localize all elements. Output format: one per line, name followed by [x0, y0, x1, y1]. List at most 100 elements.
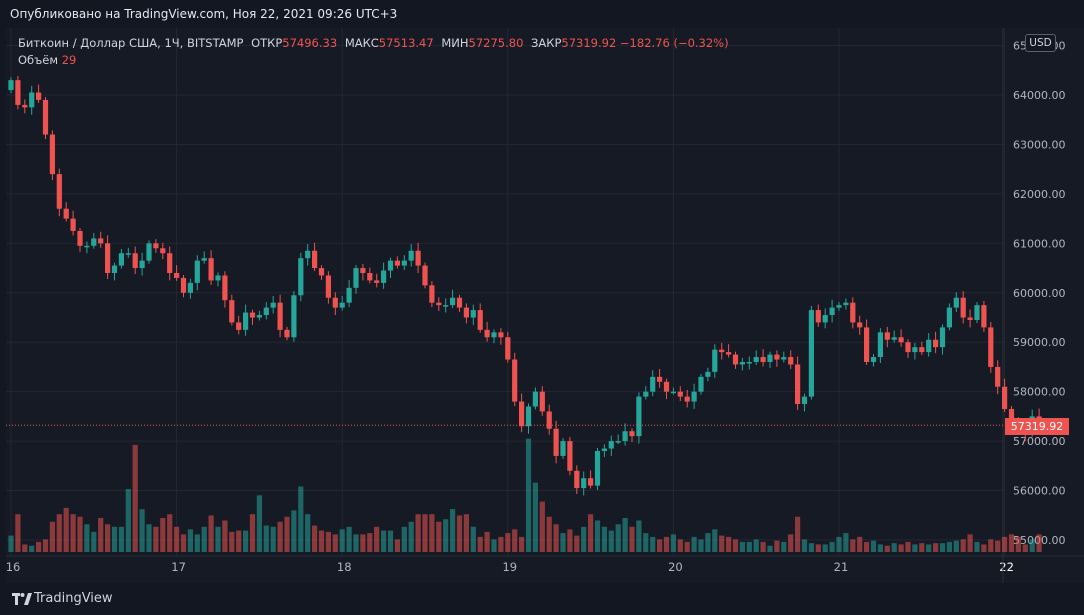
volume-bar [525, 438, 532, 552]
footer-brand[interactable]: TradingView [34, 591, 113, 606]
candle-body [353, 268, 359, 288]
currency-button[interactable]: USD [1025, 34, 1056, 52]
candle-body [22, 104, 28, 108]
candle-body [919, 347, 925, 353]
volume-bar [1008, 534, 1015, 552]
candle-body [891, 337, 897, 340]
candle-body [284, 329, 290, 338]
volume-bar [546, 516, 552, 552]
volume-bar [470, 526, 476, 552]
volume-bar [201, 526, 207, 552]
candle-body [84, 245, 90, 248]
volume-bar [291, 510, 297, 552]
tradingview-logo-icon[interactable] [12, 592, 32, 606]
candle-body [560, 441, 566, 456]
candle-body [788, 357, 794, 365]
chart-background [6, 28, 1084, 583]
candle-body [953, 297, 959, 308]
volume-bar [939, 543, 946, 552]
legend-volume-label: Объём [18, 53, 59, 67]
candle-body [249, 312, 256, 318]
volume-bar [512, 529, 518, 552]
candle-body [56, 174, 62, 209]
volume-bar [760, 541, 766, 552]
volume-bar [415, 514, 421, 552]
volume-bar [174, 526, 180, 552]
volume-bar [974, 541, 980, 552]
volume-bar [808, 543, 814, 552]
candle-body [698, 376, 704, 392]
y-tick-label: 61000.00 [1013, 237, 1066, 250]
candle-body [857, 322, 863, 328]
y-tick-label: 64000.00 [1013, 89, 1066, 102]
candle-body [180, 277, 187, 293]
x-tick-label: 18 [337, 560, 352, 574]
candle-body [298, 258, 304, 296]
candle-body [291, 295, 297, 338]
volume-bar [236, 530, 242, 552]
volume-bar [981, 544, 987, 552]
volume-bar [463, 514, 469, 552]
chart-area[interactable]: 55000.0056000.0057000.0058000.0059000.00… [6, 28, 1084, 583]
candle-body [415, 250, 421, 266]
candle-body [167, 253, 173, 273]
volume-bar [70, 514, 76, 552]
volume-bar [726, 536, 732, 552]
candle-body [808, 310, 814, 397]
price-chart[interactable]: 55000.0056000.0057000.0058000.0059000.00… [6, 28, 1084, 583]
candle-body [539, 391, 545, 412]
volume-bar [795, 516, 801, 552]
legend-volume-row: Объём 29 [18, 52, 729, 69]
volume-bar [91, 531, 97, 552]
volume-bar [298, 486, 304, 552]
x-tick-label: 20 [668, 560, 683, 574]
volume-bar [746, 541, 752, 552]
candle-body [49, 134, 55, 175]
candle-body [974, 305, 980, 320]
candle-body [339, 302, 345, 308]
volume-bar [588, 514, 594, 552]
candle-body [567, 441, 573, 471]
candle-body [946, 307, 952, 328]
volume-bar [891, 543, 897, 552]
candle-body [105, 243, 111, 273]
volume-bar [532, 482, 538, 552]
volume-bar [774, 540, 780, 552]
volume-bar [601, 526, 607, 552]
candle-body [215, 275, 221, 281]
candle-body [877, 332, 883, 358]
last-price-badge: 57319.92 [1005, 418, 1069, 435]
candle-body [436, 302, 442, 306]
candle-body [960, 297, 966, 318]
candle-body [884, 332, 890, 340]
candle-body [450, 297, 456, 306]
legend-volume-value: 29 [61, 53, 77, 67]
y-tick-label: 59000.00 [1013, 336, 1066, 349]
candle-body [801, 396, 808, 405]
volume-bar [243, 530, 249, 552]
legend-close-value: 57319.92 [561, 36, 617, 50]
volume-bar [767, 545, 773, 552]
volume-bar [194, 534, 200, 552]
volume-bar [850, 539, 856, 552]
candle-body [91, 238, 97, 246]
volume-bar [560, 533, 566, 552]
volume-bar [815, 544, 821, 552]
candle-body [332, 297, 338, 308]
candle-body [574, 470, 580, 489]
published-header: Опубликовано на TradingView.com, Ноя 22,… [0, 0, 1084, 28]
volume-bar [926, 544, 932, 552]
volume-bar [636, 520, 642, 552]
candle-body [132, 253, 138, 269]
legend-low-label: МИН [441, 36, 469, 50]
volume-bar [788, 534, 794, 552]
volume-bar [712, 529, 718, 552]
candle-body [63, 208, 69, 219]
volume-bar [581, 526, 587, 552]
volume-bar [650, 536, 656, 552]
candle-body [746, 362, 752, 364]
candle-body [491, 332, 497, 338]
volume-bar [691, 536, 697, 552]
candle-body [318, 268, 325, 276]
volume-bar [995, 540, 1001, 552]
